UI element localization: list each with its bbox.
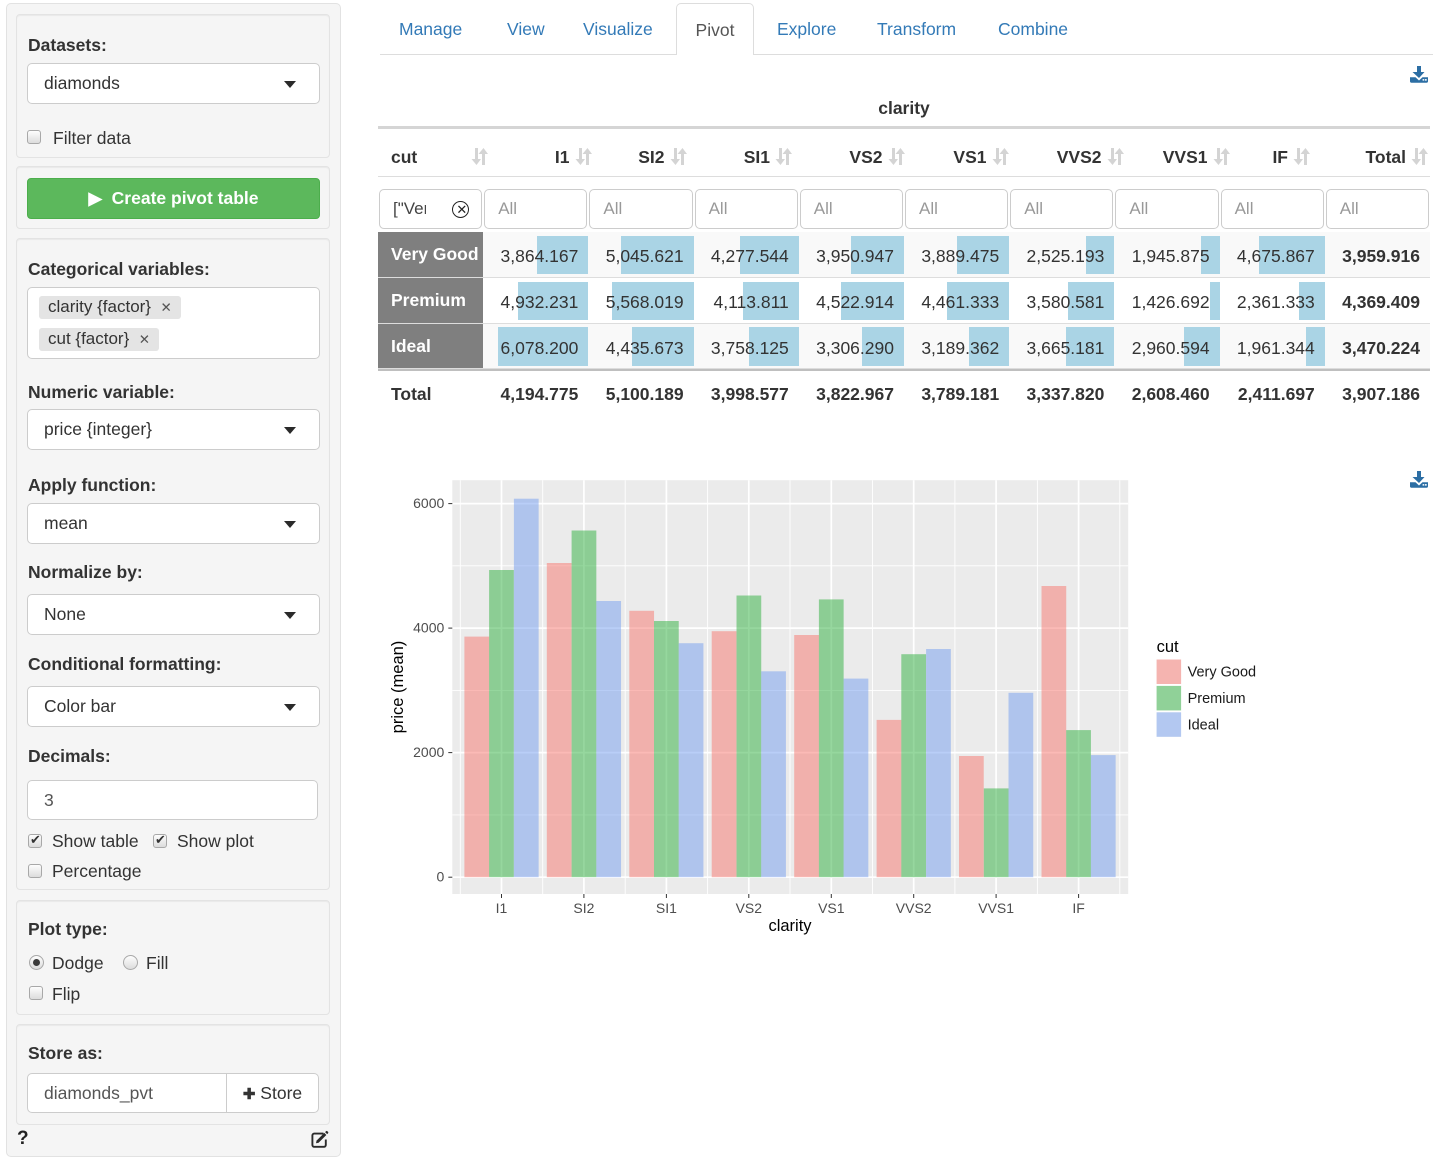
- svg-text:VVS2: VVS2: [896, 900, 932, 916]
- svg-text:clarity: clarity: [768, 917, 812, 935]
- svg-text:I1: I1: [496, 900, 508, 916]
- svg-text:Very Good: Very Good: [1188, 665, 1257, 681]
- svg-text:VS2: VS2: [736, 900, 763, 916]
- svg-text:2000: 2000: [413, 744, 444, 760]
- svg-text:SI2: SI2: [573, 900, 594, 916]
- svg-text:SI1: SI1: [656, 900, 677, 916]
- svg-text:VS1: VS1: [818, 900, 845, 916]
- svg-text:0: 0: [437, 869, 445, 885]
- svg-text:cut: cut: [1157, 638, 1179, 656]
- svg-text:IF: IF: [1072, 900, 1084, 916]
- svg-text:Ideal: Ideal: [1188, 717, 1219, 733]
- svg-text:6000: 6000: [413, 495, 444, 511]
- svg-text:4000: 4000: [413, 620, 444, 636]
- svg-text:price (mean): price (mean): [389, 641, 407, 734]
- svg-text:Premium: Premium: [1188, 691, 1246, 707]
- svg-text:VVS1: VVS1: [978, 900, 1014, 916]
